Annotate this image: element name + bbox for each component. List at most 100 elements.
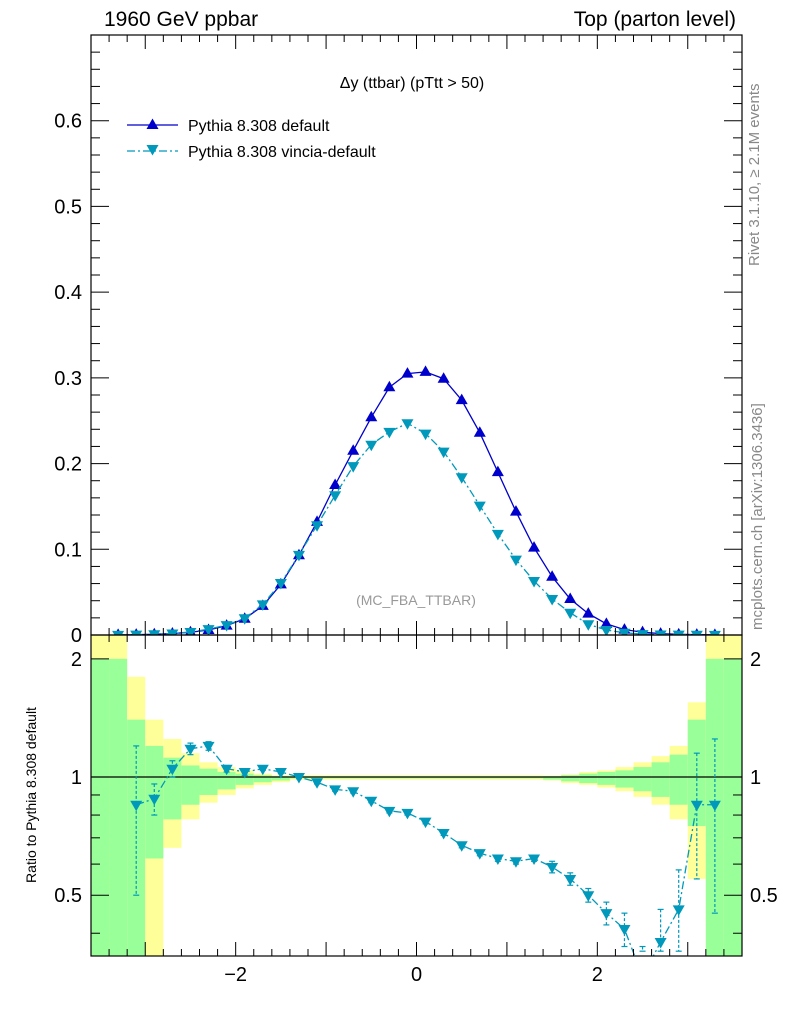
data-point-default [347,444,360,455]
band-inner-bin [217,771,236,790]
x-tick-label: −2 [224,964,247,986]
legend-entry-vincia: Pythia 8.308 vincia-default [127,144,376,161]
band-inner-bin [181,765,200,805]
data-point-default [419,365,432,376]
band-inner-bin [615,770,634,788]
ratio-point-vincia [473,849,486,860]
data-point-default [491,465,504,477]
data-point-vincia [582,620,595,631]
ratio-point-vincia [509,857,522,868]
data-point-vincia [419,429,432,441]
data-point-vincia [130,630,143,635]
band-inner-bin [253,775,272,783]
ratio-point-vincia [546,862,559,874]
legend-label-default: Pythia 8.308 default [188,118,330,135]
ratio-point-vincia [564,874,577,886]
band-inner-bin [543,776,562,780]
ratio-y-tick-label: 0.5 [54,885,82,907]
ratio-point-vincia [654,937,667,949]
data-point-vincia [274,578,287,590]
data-point-default [600,617,613,628]
ratio-point-vincia [455,841,468,852]
ratio-point-vincia [184,744,197,756]
legend-marker-vincia [146,145,159,156]
ratio-point-vincia [238,767,251,779]
data-point-vincia [184,628,197,635]
legend: Pythia 8.308 default Pythia 8.308 vincia… [127,118,376,161]
data-point-vincia [347,462,360,473]
ratio-y-tick-label-right: 0.5 [750,885,778,907]
band-inner-bin [723,658,742,956]
band-inner-bin [597,771,616,785]
ratio-point-vincia [528,854,541,866]
data-point-vincia [528,577,541,588]
header-process: 1960 GeV ppbar [104,8,259,31]
data-point-default [528,541,541,552]
data-point-vincia [238,614,251,625]
data-point-default [455,393,468,405]
ratio-plot-series [130,738,721,956]
data-point-vincia [600,626,613,635]
data-point-vincia [708,630,721,635]
data-point-vincia [690,630,703,635]
ratio-point-vincia [166,764,179,776]
main-plot-annotation: (MC_FBA_TTBAR) [356,592,476,608]
ratio-y-tick-label-right: 2 [750,649,761,671]
ratio-y-tick-label: 1 [71,767,82,789]
y-tick-label: 0.5 [54,196,82,218]
ratio-point-vincia [672,905,685,916]
ratio-point-vincia [148,794,161,806]
ratio-point-vincia [618,925,631,936]
legend-label-vincia: Pythia 8.308 vincia-default [188,144,376,161]
data-point-vincia [636,630,649,635]
ratio-point-vincia [708,800,721,812]
y-tick-label: 0.1 [54,539,82,561]
data-point-default [401,367,414,378]
ratio-point-vincia [365,796,378,808]
band-inner-bin [687,719,706,827]
data-point-vincia [437,447,450,459]
y-tick-label: 0.6 [54,111,82,133]
data-point-vincia [564,608,577,620]
data-point-vincia [509,555,522,567]
ratio-point-vincia [292,773,305,784]
ratio-point-vincia [220,764,233,776]
data-point-default [383,380,396,392]
data-point-vincia [455,473,468,484]
ratio-point-vincia [437,829,450,840]
ratio-point-vincia [491,854,504,866]
ratio-point-vincia [690,800,703,812]
ratio-point-vincia [419,817,432,829]
data-point-vincia [256,600,269,611]
data-point-vincia [148,630,161,635]
ratio-point-vincia [582,891,595,902]
data-point-vincia [383,427,396,439]
ratio-point-vincia [347,787,360,798]
data-point-vincia [220,621,233,632]
ratio-point-vincia [311,778,324,789]
header-level: Top (parton level) [573,8,736,31]
ratio-point-vincia [274,767,287,779]
data-point-vincia [401,419,414,430]
ratio-ylabel: Ratio to Pythia 8.308 default [23,707,39,883]
data-point-vincia [618,628,631,635]
data-point-default [509,505,522,516]
data-point-vincia [491,529,504,541]
data-point-vincia [292,550,305,562]
legend-marker-default [146,118,159,129]
data-point-vincia [166,629,179,635]
axes: −2 0 200.10.20.30.40.50.60.5 0.51 12 2 [54,34,778,986]
data-point-vincia [202,625,215,635]
data-point-default [365,410,378,422]
ratio-point-vincia [383,806,396,818]
ratio-point-vincia [600,909,613,920]
data-point-default [546,570,559,581]
data-point-vincia [473,501,486,513]
band-inner-bin [633,767,652,792]
band-inner-bin [109,658,128,956]
data-point-vincia [672,630,685,635]
main-plot-title: Δy (ttbar) (pTtt > 50) [340,75,485,92]
band-inner-bin [235,773,254,785]
y-tick-label: 0.2 [54,454,82,476]
